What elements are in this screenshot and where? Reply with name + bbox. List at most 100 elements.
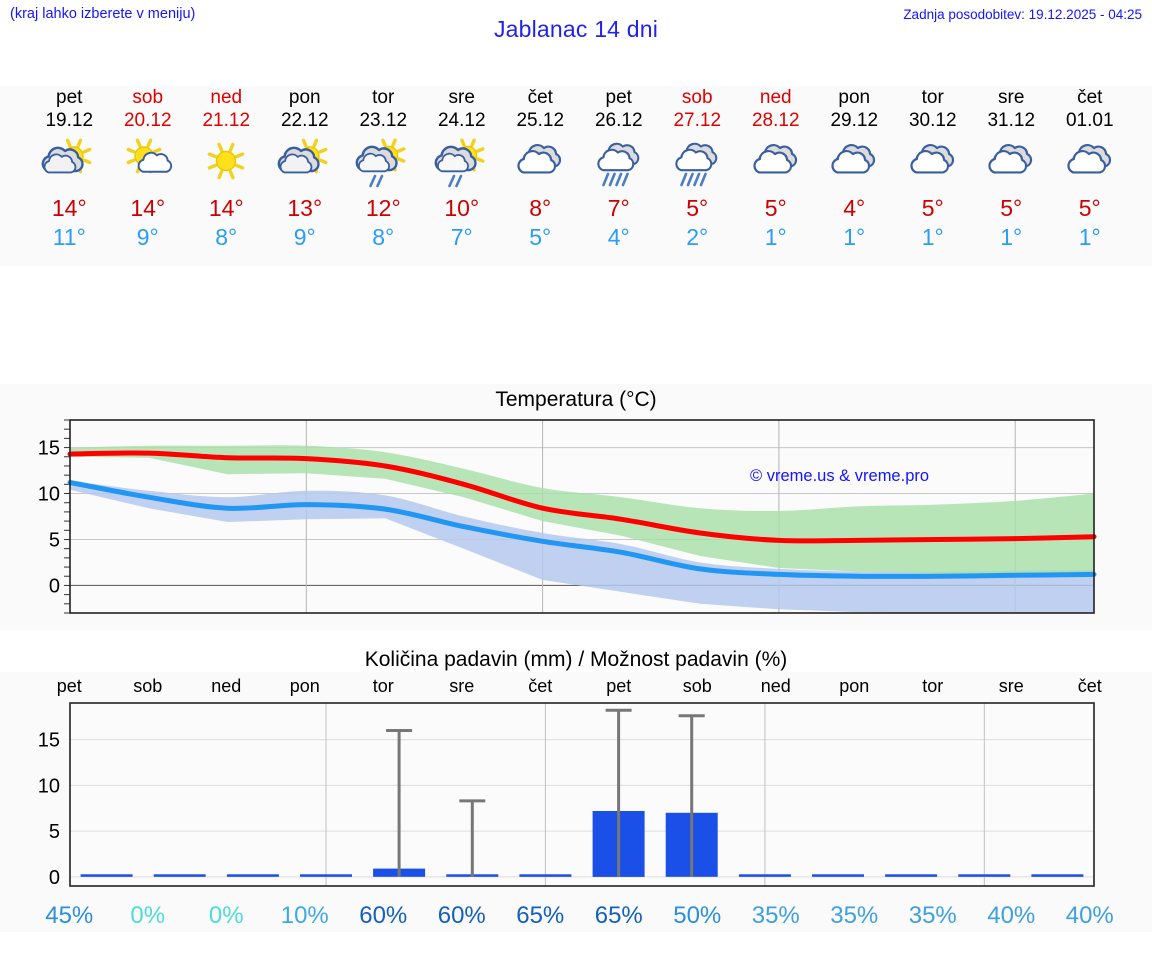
precip-probability: 60% [359,902,408,929]
day-name: pet [605,87,632,108]
temp-min: 9° [136,224,159,250]
cloudy-icon [910,144,954,174]
weather-icon-wrap [501,132,580,194]
copyright-label: © vreme.us & vreme.pro [750,467,930,485]
weather-icon-wrap [423,132,502,194]
temperature-chart: 0 5 10 15 [38,419,1097,614]
sun-cloud-icon [126,138,172,174]
day-column[interactable]: čet 01.01 5° 1° [1051,86,1130,252]
day-column[interactable]: sre 31.12 5° 1° [972,86,1051,252]
precipitation-chart: 0 5 10 15 [38,702,1095,889]
temp-max: 8° [529,195,552,221]
day-column[interactable]: sre 24.12 10° 7° [423,86,502,252]
temp-min: 1° [1078,224,1101,250]
temp-min: 1° [764,224,787,250]
precip-probability: 65% [516,902,565,929]
day-name: pon [288,87,321,108]
svg-text:15: 15 [38,438,60,460]
day-column[interactable]: pon 29.12 4° 1° [815,86,894,252]
precip-probability: 0% [208,902,244,929]
precip-day-label: ned [760,676,791,696]
svg-text:0: 0 [49,575,60,597]
precip-probability: 35% [908,902,957,929]
cloudy-icon [517,144,562,174]
precip-day-label: sre [998,676,1024,696]
day-column[interactable]: sob 27.12 5° 2° [658,86,737,252]
cloudy-icon [988,144,1033,174]
precip-day-label: sre [449,676,475,696]
day-column[interactable]: pet 26.12 7° 4° [580,86,659,252]
day-date: 01.01 [1065,110,1114,131]
precip-day-label: pet [56,676,82,696]
weather-icon-wrap [30,132,109,194]
temp-max: 4° [843,195,866,221]
precip-day-label: čet [528,676,553,696]
day-column[interactable]: čet 25.12 8° 5° [501,86,580,252]
page-title: Jablanac 14 dni [493,16,659,42]
day-name: ned [210,87,243,108]
svg-text:5: 5 [49,821,60,843]
svg-text:15: 15 [38,730,60,752]
cloudy-icon [1067,144,1111,174]
weather-icon-wrap [187,132,266,194]
weather-icon-wrap [344,132,423,194]
precip-bar [300,874,352,877]
cloudy-rain-icon [597,142,640,187]
svg-text:0: 0 [49,867,60,889]
day-name: ned [759,87,792,108]
precip-bar [958,874,1011,877]
precip-bar [226,874,279,877]
cloudy-rain-icon [675,142,718,187]
day-column[interactable]: tor 30.12 5° 1° [894,86,973,252]
day-column[interactable]: pon 22.12 13° 9° [266,86,345,252]
partly-cloudy-rain-icon [434,138,485,188]
temp-min: 8° [372,224,395,250]
day-name: sre [448,87,475,108]
day-name: sre [998,87,1025,108]
precip-probability: 60% [437,902,486,929]
day-column[interactable]: pet 19.12 14° 11° [30,86,109,252]
precip-bar [80,874,133,877]
partly-cloudy-rain-icon [355,138,406,188]
weather-icon-wrap [658,132,737,194]
day-date: 26.12 [594,110,643,131]
day-date: 23.12 [359,110,408,131]
day-column[interactable]: ned 21.12 14° 8° [187,86,266,252]
temp-min: 1° [1000,224,1023,250]
temp-min: 1° [843,224,866,250]
weather-icon-wrap [109,132,188,194]
day-date: 29.12 [830,110,879,131]
weather-icon-wrap [266,132,345,194]
temp-max: 5° [686,195,709,221]
day-name: pon [838,87,871,108]
menu-hint-link[interactable]: (kraj lahko izberete v meniju) [10,6,196,22]
precip-probability: 40% [987,902,1036,929]
temp-min: 8° [215,224,238,250]
weather-icon-wrap [1051,132,1130,194]
weather-icon-wrap [580,132,659,194]
day-column[interactable]: sob 20.12 14° 9° [109,86,188,252]
precip-day-label: pon [289,676,320,696]
temp-max: 5° [1000,195,1023,221]
temperature-chart-title: Temperatura (°C) [495,388,657,411]
temp-max: 5° [1078,195,1101,221]
temp-min: 7° [450,224,473,250]
day-name: sob [132,87,164,108]
temp-max: 14° [51,195,87,221]
day-date: 22.12 [280,110,329,131]
temp-max: 14° [208,195,244,221]
day-column[interactable]: tor 23.12 12° 8° [344,86,423,252]
temp-min: 4° [607,224,630,250]
precip-probability: 45% [45,902,94,929]
partly-cloudy-icon [277,138,328,174]
day-column[interactable]: ned 28.12 5° 1° [737,86,816,252]
precipitation-chart-title: Količina padavin (mm) / Možnost padavin … [364,648,788,671]
precip-bar [885,874,938,877]
precip-probability: 0% [130,902,166,929]
svg-text:10: 10 [38,775,60,797]
day-date: 31.12 [987,110,1036,131]
precip-probability: 50% [673,902,722,929]
precip-bar [812,874,864,877]
weather-icon-wrap [972,132,1051,194]
